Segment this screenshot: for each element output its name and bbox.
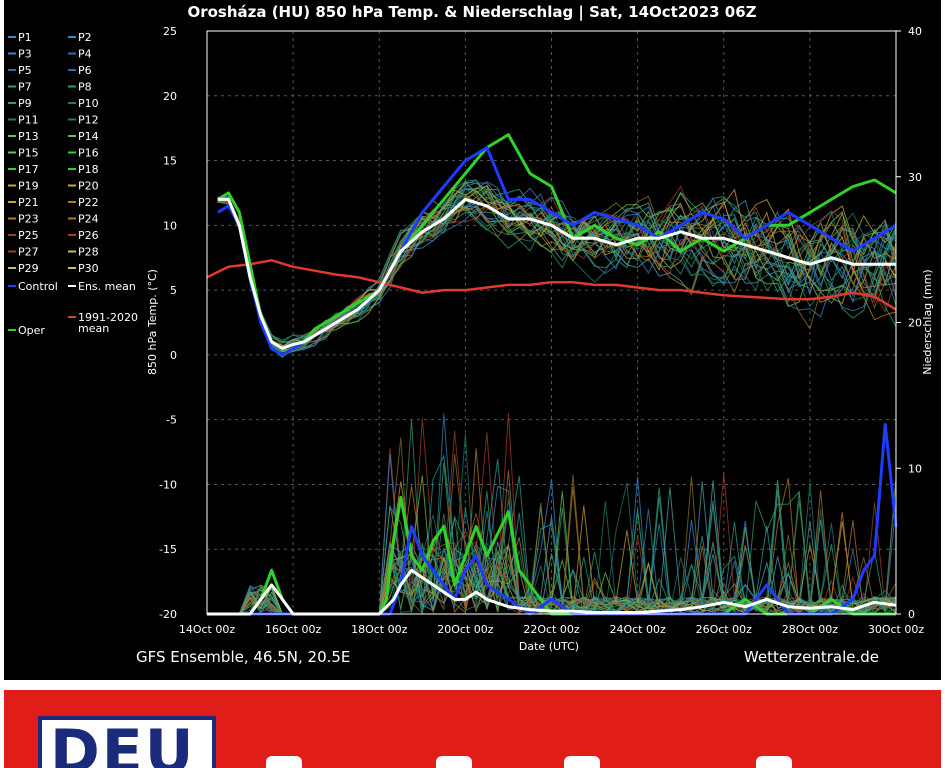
legend-entry: P10 — [78, 97, 99, 110]
divider-strip — [0, 680, 945, 690]
legend-entry: P17 — [18, 163, 39, 176]
x-tick-label: 28Oct 00z — [782, 623, 839, 636]
legend-entry: P3 — [18, 48, 32, 61]
y-tick-label-left: -20 — [159, 608, 177, 621]
legend-entry: P6 — [78, 64, 92, 77]
legend-entry: P28 — [78, 246, 99, 259]
legend-entry: P19 — [18, 180, 39, 193]
legend-entry: P30 — [78, 262, 99, 275]
y-tick-label-left: 0 — [170, 349, 177, 362]
legend-entry: 1991-2020 mean — [78, 311, 138, 335]
banner-text-fragment — [564, 756, 600, 768]
x-tick-label: 14Oct 00z — [179, 623, 236, 636]
y-tick-label-right: 30 — [908, 171, 922, 184]
legend-entry: P14 — [78, 130, 99, 143]
ensemble-member-line — [217, 187, 897, 343]
y-tick-label-left: 15 — [163, 155, 177, 168]
banner-text-fragment — [436, 756, 472, 768]
y-tick-label-left: -10 — [159, 478, 177, 491]
legend-entry: P15 — [18, 147, 39, 160]
legend-entry: Control — [18, 280, 58, 293]
ensemble-chart: 25 20 15 10 5 0 -5 -10 -15 -20 40 30 20 10 0 14Oct 00z 1… — [8, 3, 934, 666]
legend: P1 P2 P3 P4 P5 P6 P7 P8 P9 P10 P11 P12 P13 P14 P15 P16 P… — [8, 31, 138, 337]
legend-entry: P20 — [78, 180, 99, 193]
legend-entry: P8 — [78, 81, 92, 94]
chart-title: Orosháza (HU) 850 hPa Temp. & Niederschl… — [187, 3, 756, 22]
banner-text-fragment — [756, 756, 792, 768]
chart-panel: 25 20 15 10 5 0 -5 -10 -15 -20 40 30 20 10 0 14Oct 00z 1… — [4, 0, 941, 680]
legend-entry: P23 — [18, 213, 39, 226]
legend-entry: P16 — [78, 147, 99, 160]
legend-entry: P29 — [18, 262, 39, 275]
series-line-control — [217, 146, 897, 357]
y-tick-label-left: 25 — [163, 25, 177, 38]
legend-entry: P11 — [18, 114, 39, 127]
y-tick-label-left: -15 — [159, 543, 177, 556]
legend-entry: P5 — [18, 64, 32, 77]
legend-entry: P27 — [18, 246, 39, 259]
y-tick-label-left: 10 — [163, 219, 177, 232]
x-tick-label: 20Oct 00z — [437, 623, 494, 636]
footer-source: Wetterzentrale.de — [744, 648, 879, 666]
legend-entry: P13 — [18, 130, 39, 143]
y-tick-label-left: 20 — [163, 90, 177, 103]
axes-layer: 25 20 15 10 5 0 -5 -10 -15 -20 40 30 20 10 0 14Oct 00z 1… — [159, 25, 924, 636]
legend-entry: P9 — [18, 97, 32, 110]
y-tick-label-right: 10 — [908, 462, 922, 475]
y-tick-label-left: -5 — [166, 414, 177, 427]
legend-entry: Oper — [18, 324, 45, 337]
legend-entry: Ens. mean — [78, 280, 136, 293]
x-tick-label: 22Oct 00z — [523, 623, 580, 636]
legend-entry: P1 — [18, 31, 32, 44]
legend-entry: P7 — [18, 81, 32, 94]
legend-entry: P2 — [78, 31, 92, 44]
series-line-ens-mean — [217, 197, 896, 350]
x-tick-label: 26Oct 00z — [696, 623, 753, 636]
series-line-1991-2020-mean — [206, 259, 897, 311]
y-tick-label-right: 20 — [908, 317, 922, 330]
y-tick-label-right: 0 — [908, 608, 915, 621]
x-tick-label: 30Oct 00z — [868, 623, 925, 636]
brand-logo: DEU — [38, 716, 216, 768]
legend-entry: P24 — [78, 213, 99, 226]
y-axis-label-left: 850 hPa Temp. (°C) — [146, 269, 159, 375]
x-tick-label: 16Oct 00z — [265, 623, 322, 636]
legend-entry: P26 — [78, 229, 99, 242]
brand-banner: DEU — [4, 690, 941, 768]
plot-frame — [206, 30, 897, 615]
legend-entry: P21 — [18, 196, 39, 209]
banner-text-fragment — [266, 756, 302, 768]
legend-entry: P22 — [78, 196, 99, 209]
y-tick-label-right: 40 — [908, 25, 922, 38]
x-tick-label: 18Oct 00z — [351, 623, 408, 636]
x-axis-label: Date (UTC) — [519, 640, 579, 653]
x-tick-label: 24Oct 00z — [609, 623, 666, 636]
footer-model-info: GFS Ensemble, 46.5N, 20.5E — [136, 648, 350, 666]
legend-entry: P12 — [78, 114, 99, 127]
brand-logo-text: DEU — [50, 717, 196, 768]
ensemble-member-line — [217, 196, 897, 341]
y-tick-label-left: 5 — [170, 284, 177, 297]
legend-entry: P25 — [18, 229, 39, 242]
y-axis-label-right: Niederschlag (mm) — [921, 269, 934, 374]
legend-entry: P18 — [78, 163, 99, 176]
legend-entry: P4 — [78, 48, 92, 61]
